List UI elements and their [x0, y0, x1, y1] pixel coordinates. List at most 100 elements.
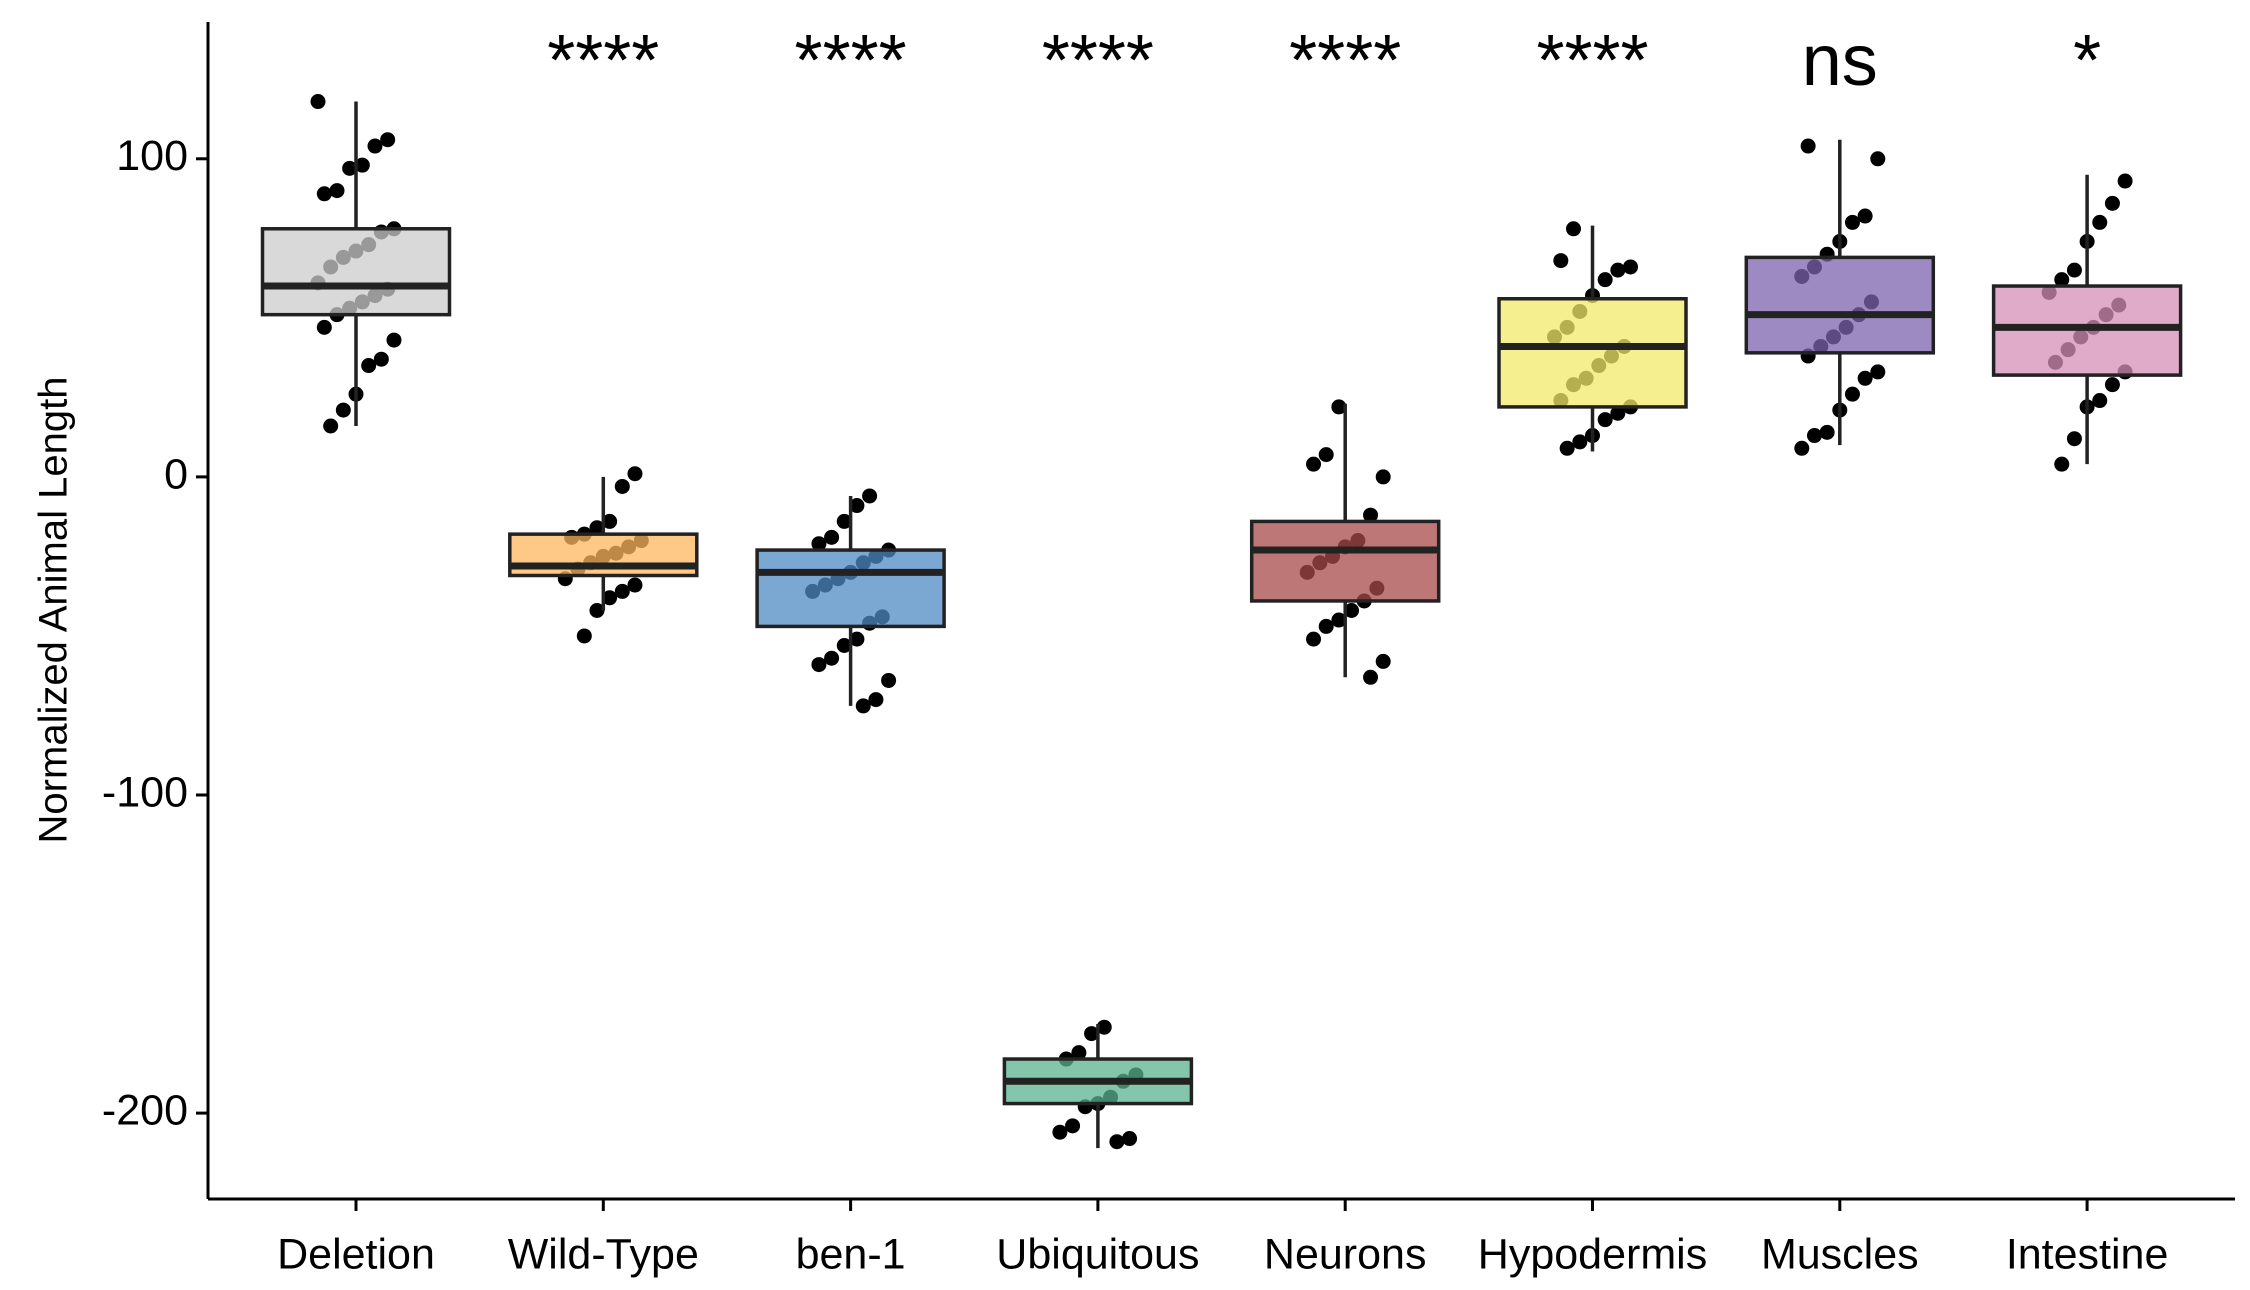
data-point: [1623, 259, 1638, 275]
significance-label: ****: [1042, 21, 1154, 101]
data-point: [342, 160, 358, 176]
data-point: [836, 513, 852, 529]
data-point: [868, 692, 884, 708]
data-point: [855, 698, 871, 714]
data-point: [1363, 669, 1379, 685]
data-point: [2054, 456, 2070, 472]
data-point: [836, 637, 852, 653]
data-point: [811, 657, 827, 673]
data-point: [1819, 424, 1835, 440]
box: [1744, 255, 1936, 355]
data-point: [380, 132, 396, 148]
data-point: [589, 603, 605, 618]
data-point: [614, 478, 630, 494]
data-point: [1109, 1134, 1125, 1150]
data-point: [1794, 440, 1810, 456]
data-point: [1318, 618, 1334, 634]
data-point: [824, 650, 840, 666]
significance-label: ns: [1802, 21, 1878, 101]
x-tick-label: ben-1: [796, 1230, 906, 1278]
data-point: [2092, 214, 2108, 230]
data-point: [1857, 370, 1873, 386]
data-point: [1096, 1019, 1112, 1035]
data-point: [862, 488, 878, 504]
data-point: [614, 583, 630, 599]
data-point: [1800, 138, 1816, 154]
data-point: [1597, 272, 1613, 288]
data-point: [1331, 399, 1347, 415]
data-point: [361, 358, 377, 374]
data-point: [849, 498, 865, 514]
data-point: [2117, 173, 2133, 189]
data-point: [1870, 364, 1886, 380]
data-point: [323, 418, 339, 434]
data-point: [1597, 412, 1613, 428]
data-point: [2066, 262, 2082, 278]
data-point: [316, 186, 332, 202]
data-point: [1084, 1026, 1100, 1042]
data-point: [1122, 1131, 1138, 1147]
data-point: [1870, 151, 1886, 167]
data-point: [602, 513, 618, 529]
box: [1249, 519, 1441, 603]
data-point: [1052, 1124, 1068, 1140]
y-tick-label: 0: [164, 450, 188, 498]
data-point: [2092, 393, 2108, 409]
box: [260, 227, 452, 317]
data-point: [2054, 272, 2070, 288]
data-point: [811, 536, 827, 552]
box: [755, 548, 946, 629]
data-point: [1344, 603, 1360, 618]
data-point: [386, 332, 402, 348]
data-point: [1363, 507, 1379, 523]
significance-label: ****: [547, 21, 659, 101]
data-point: [2104, 377, 2120, 393]
x-tick-label: Intestine: [2006, 1230, 2169, 1278]
data-point: [602, 590, 618, 606]
data-point: [849, 631, 865, 647]
data-point: [1572, 434, 1588, 450]
data-point: [576, 628, 592, 644]
y-tick-label: -100: [102, 768, 188, 816]
data-point: [1559, 440, 1575, 456]
data-point: [881, 672, 897, 688]
data-point: [1306, 631, 1322, 647]
x-tick-label: Hypodermis: [1478, 1230, 1707, 1278]
data-point: [1610, 405, 1626, 421]
data-point: [1553, 253, 1569, 269]
data-point: [373, 351, 389, 367]
data-point: [367, 138, 383, 154]
data-point: [1844, 214, 1860, 230]
significance-label: ****: [795, 21, 907, 101]
y-tick-label: -200: [102, 1086, 188, 1134]
data-point: [335, 402, 351, 418]
significance-label: *: [2073, 21, 2101, 101]
data-point: [1375, 653, 1391, 669]
x-tick-label: Muscles: [1761, 1230, 1919, 1278]
data-point: [824, 529, 840, 545]
data-point: [1806, 428, 1822, 444]
data-point: [329, 183, 345, 199]
x-tick-label: Neurons: [1264, 1230, 1427, 1278]
data-point: [354, 157, 370, 173]
data-point: [310, 94, 326, 110]
data-point: [2104, 195, 2120, 211]
data-point: [627, 577, 643, 593]
data-point: [316, 319, 332, 335]
data-point: [1065, 1118, 1081, 1134]
x-tick-label: Wild-Type: [508, 1230, 699, 1278]
data-point: [1610, 262, 1626, 278]
data-point: [2066, 431, 2082, 447]
y-tick-label: 100: [116, 132, 188, 180]
data-point: [1566, 221, 1581, 237]
data-point: [1071, 1045, 1087, 1061]
data-point: [1331, 612, 1347, 628]
data-point: [1306, 456, 1322, 472]
data-point: [1375, 469, 1391, 485]
y-axis-label: Normalized Animal Length: [32, 377, 76, 844]
data-point: [1318, 447, 1334, 463]
data-point: [627, 466, 643, 482]
x-tick-label: Ubiquitous: [996, 1230, 1199, 1278]
data-point: [1844, 386, 1860, 402]
